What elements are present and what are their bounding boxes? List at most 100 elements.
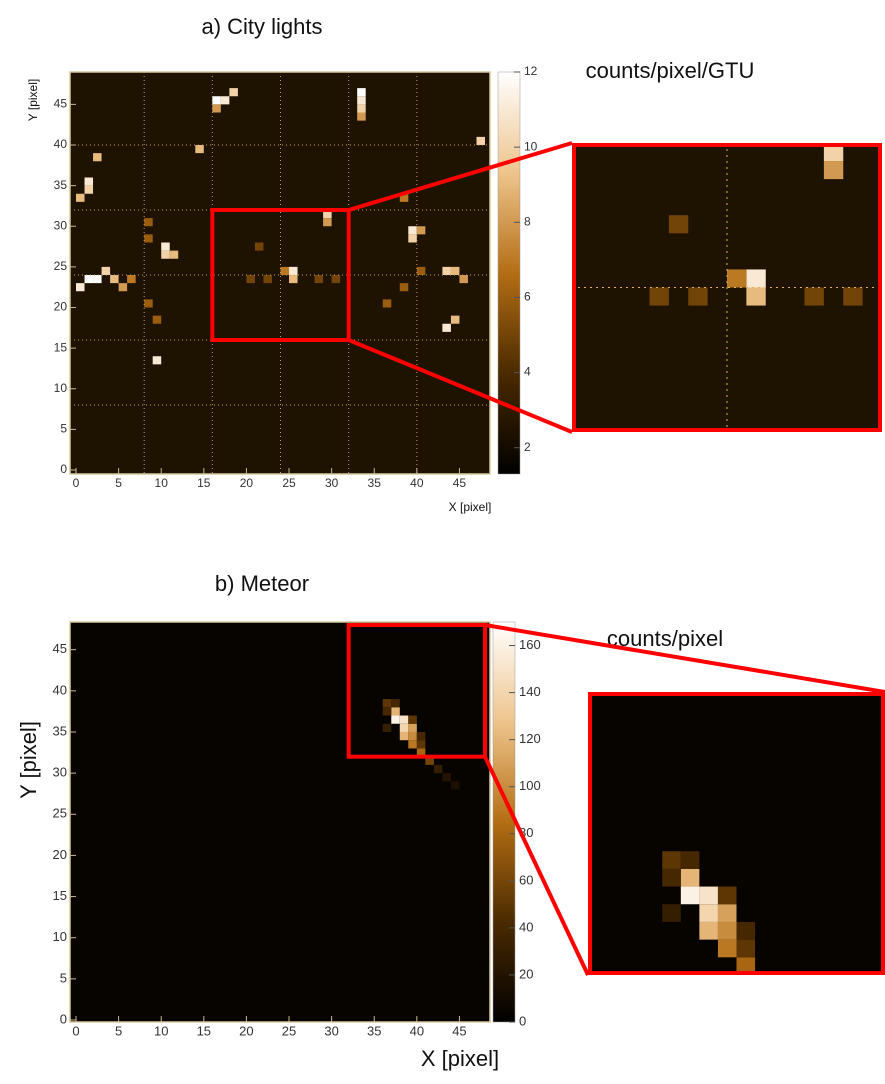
- heatmap-cell: [161, 250, 170, 259]
- inset-cell: [736, 921, 756, 940]
- heatmap-cell: [323, 210, 332, 219]
- heatmap-cell: [382, 707, 392, 716]
- y-tick-label: 35: [53, 723, 67, 738]
- y-axis-label: Y [pixel]: [16, 721, 41, 799]
- inset-cell: [662, 851, 681, 869]
- x-tick-label: 40: [410, 1023, 424, 1038]
- colorbar-tick-label: 20: [519, 966, 533, 981]
- colorbar-tick-label: 8: [524, 214, 531, 228]
- inset-cell: [823, 161, 844, 180]
- heatmap-cell: [357, 104, 366, 113]
- x-tick-label: 25: [282, 1023, 296, 1038]
- y-tick-label: 15: [54, 340, 68, 354]
- inset-frame: [588, 692, 885, 975]
- heatmap-cell: [212, 104, 221, 113]
- heatmap-cell: [289, 275, 298, 284]
- x-tick-label: 30: [325, 476, 339, 490]
- heatmap-cell: [382, 699, 392, 708]
- colorbar-tick-label: 60: [519, 872, 533, 887]
- zoom-link: [347, 338, 573, 434]
- heatmap-cell: [118, 283, 128, 292]
- heatmap-cell: [263, 275, 272, 284]
- y-tick-label: 15: [53, 888, 67, 903]
- heatmap-cell: [323, 218, 332, 227]
- chart-title: a) City lights: [201, 14, 322, 39]
- heatmap-cell: [220, 96, 230, 105]
- heatmap-cell: [101, 266, 111, 275]
- x-axis-label: X [pixel]: [449, 500, 492, 514]
- heatmap-cell: [416, 266, 426, 275]
- y-tick-label: 5: [60, 422, 67, 436]
- inset-cell: [717, 921, 737, 940]
- heatmap-cell: [93, 275, 102, 284]
- x-tick-label: 15: [197, 1023, 211, 1038]
- colorbar-tick-label: 4: [524, 365, 531, 379]
- heatmap-cell: [425, 756, 434, 765]
- heatmap-cell: [84, 275, 94, 284]
- y-tick-label: 45: [54, 97, 68, 111]
- inset-cell: [680, 886, 700, 905]
- heatmap-cell: [212, 96, 221, 105]
- heatmap-cell: [408, 740, 417, 749]
- heatmap-cell: [391, 715, 400, 724]
- heatmap-cell: [84, 177, 94, 186]
- heatmap-cell: [195, 145, 204, 154]
- colorbar-tick-label: 12: [524, 64, 538, 78]
- heatmap-cell: [399, 283, 409, 292]
- y-tick-label: 35: [54, 178, 68, 192]
- heatmap-cell: [127, 275, 136, 284]
- heatmap-cell: [152, 315, 162, 324]
- heatmap-cell: [459, 275, 468, 284]
- heatmap-cell: [416, 226, 426, 235]
- heatmap-cell: [408, 226, 417, 235]
- inset-cell: [668, 215, 689, 234]
- heatmap-cell: [93, 153, 102, 162]
- colorbar: [497, 71, 521, 475]
- y-tick-label: 20: [53, 847, 67, 862]
- x-tick-label: 25: [282, 476, 296, 490]
- inset-cell: [804, 287, 824, 306]
- heatmap-cell: [399, 723, 409, 732]
- y-tick-label: 25: [54, 259, 68, 273]
- x-tick-label: 10: [154, 1023, 168, 1038]
- y-tick-label: 20: [54, 300, 68, 314]
- x-tick-label: 10: [155, 476, 169, 490]
- heatmap-cell: [357, 112, 366, 121]
- y-tick-label: 10: [54, 381, 68, 395]
- colorbar-tick-label: 10: [524, 139, 538, 153]
- heatmap-cell: [399, 193, 409, 202]
- x-tick-label: 45: [453, 476, 467, 490]
- inset-cell: [736, 957, 756, 975]
- x-axis-label: X [pixel]: [421, 1046, 499, 1071]
- heatmap-cell: [408, 715, 417, 724]
- colorbar-tick-label: 160: [519, 637, 541, 652]
- heatmap-cell: [442, 323, 451, 332]
- y-tick-label: 0: [60, 462, 67, 476]
- colorbar-tick-label: 40: [519, 919, 533, 934]
- zoom-box: [346, 623, 487, 759]
- y-tick-label: 0: [60, 1011, 67, 1026]
- heatmap-cell: [280, 266, 290, 275]
- heatmap-cell: [399, 731, 409, 741]
- y-tick-label: 40: [53, 682, 67, 697]
- heatmap-cell: [144, 234, 153, 243]
- heatmap-cell: [161, 242, 170, 251]
- heatmap-cell: [357, 88, 366, 97]
- inset-cell: [699, 921, 718, 940]
- colorbar-tick-label: 6: [524, 290, 531, 304]
- inset-cell: [688, 287, 708, 306]
- zoom-link: [484, 623, 885, 694]
- heatmap-cell: [144, 218, 153, 227]
- inset-frame: [572, 143, 882, 432]
- heatmap-cell: [246, 275, 255, 284]
- colorbar-tick-label: 120: [519, 731, 541, 746]
- inset-cell: [727, 269, 747, 288]
- heatmap-cell: [331, 275, 341, 284]
- heatmap-cell: [76, 283, 85, 292]
- inset-cell: [746, 287, 766, 306]
- y-tick-label: 30: [54, 218, 68, 232]
- inset-cell: [843, 287, 863, 306]
- heatmap-cell: [382, 299, 392, 308]
- heatmap-cell: [408, 731, 417, 741]
- x-tick-label: 5: [115, 476, 122, 490]
